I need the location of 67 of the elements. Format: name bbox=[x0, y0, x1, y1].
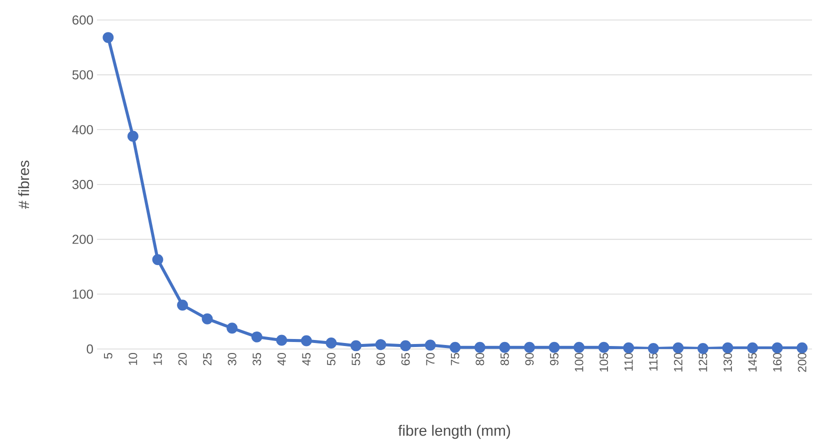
x-tick-label: 95 bbox=[550, 352, 558, 366]
x-tick-label: 25 bbox=[203, 352, 212, 366]
y-tick-label: 600 bbox=[72, 15, 93, 25]
x-tick-label: 160 bbox=[773, 352, 782, 372]
x-tick-label: 10 bbox=[128, 352, 138, 365]
x-axis-title: fibre length (mm) bbox=[398, 424, 510, 439]
x-tick-label: 200 bbox=[798, 352, 806, 372]
point bbox=[499, 342, 510, 353]
y-tick-label: 500 bbox=[72, 70, 93, 80]
x-tick-label: 100 bbox=[574, 352, 584, 372]
x-tick-label: 105 bbox=[600, 352, 608, 372]
point bbox=[400, 340, 412, 352]
x-tick-label: 40 bbox=[277, 352, 286, 366]
point bbox=[548, 342, 560, 353]
x-tick-label: 5 bbox=[104, 352, 112, 359]
x-tick-label: 130 bbox=[724, 352, 732, 372]
point bbox=[276, 334, 288, 346]
x-tick-label: 85 bbox=[500, 352, 509, 366]
y-tick-label: 100 bbox=[72, 290, 93, 299]
x-tick-label: 110 bbox=[624, 352, 633, 371]
point bbox=[474, 342, 486, 353]
y-axis-title: # fibres bbox=[18, 160, 30, 209]
x-tick-label: 75 bbox=[450, 352, 460, 366]
point bbox=[672, 342, 684, 354]
y-tick-label: 300 bbox=[72, 180, 93, 190]
point bbox=[152, 254, 164, 266]
x-tick-label: 80 bbox=[476, 352, 484, 366]
x-tick-label: 60 bbox=[376, 352, 385, 366]
point bbox=[350, 340, 362, 352]
x-tick-label: 20 bbox=[178, 352, 187, 366]
point bbox=[300, 335, 312, 346]
x-tick-label: 35 bbox=[252, 352, 262, 366]
point bbox=[450, 342, 461, 353]
x-tick-label: 70 bbox=[426, 352, 435, 366]
y-tick-label: 200 bbox=[72, 234, 93, 244]
point bbox=[697, 342, 708, 354]
point bbox=[226, 322, 238, 334]
point bbox=[574, 342, 585, 353]
point bbox=[722, 342, 734, 354]
point bbox=[772, 342, 783, 354]
x-tick-label: 15 bbox=[154, 352, 162, 365]
point bbox=[177, 300, 188, 311]
y-tick-label: 400 bbox=[72, 125, 93, 134]
x-tick-label: 90 bbox=[525, 352, 534, 366]
point bbox=[326, 337, 337, 348]
x-tick-label: 125 bbox=[698, 352, 708, 372]
point bbox=[796, 342, 808, 354]
x-tick-label: 145 bbox=[748, 352, 757, 372]
point bbox=[598, 342, 610, 353]
point bbox=[747, 342, 758, 354]
x-tick-label: 55 bbox=[352, 352, 360, 366]
point bbox=[648, 342, 659, 354]
point bbox=[623, 342, 634, 354]
point bbox=[102, 32, 114, 43]
point bbox=[202, 313, 213, 324]
point bbox=[524, 342, 535, 353]
x-tick-label: 65 bbox=[401, 352, 410, 366]
x-tick-label: 115 bbox=[649, 352, 658, 371]
point bbox=[424, 340, 436, 351]
point bbox=[127, 130, 138, 142]
point bbox=[251, 331, 262, 342]
x-tick-label: 50 bbox=[326, 352, 336, 366]
x-tick-label: 45 bbox=[302, 352, 311, 366]
point bbox=[375, 339, 386, 350]
y-tick-label: 0 bbox=[86, 344, 93, 354]
x-tick-label: 120 bbox=[674, 352, 682, 372]
x-tick-label: 30 bbox=[228, 352, 236, 366]
